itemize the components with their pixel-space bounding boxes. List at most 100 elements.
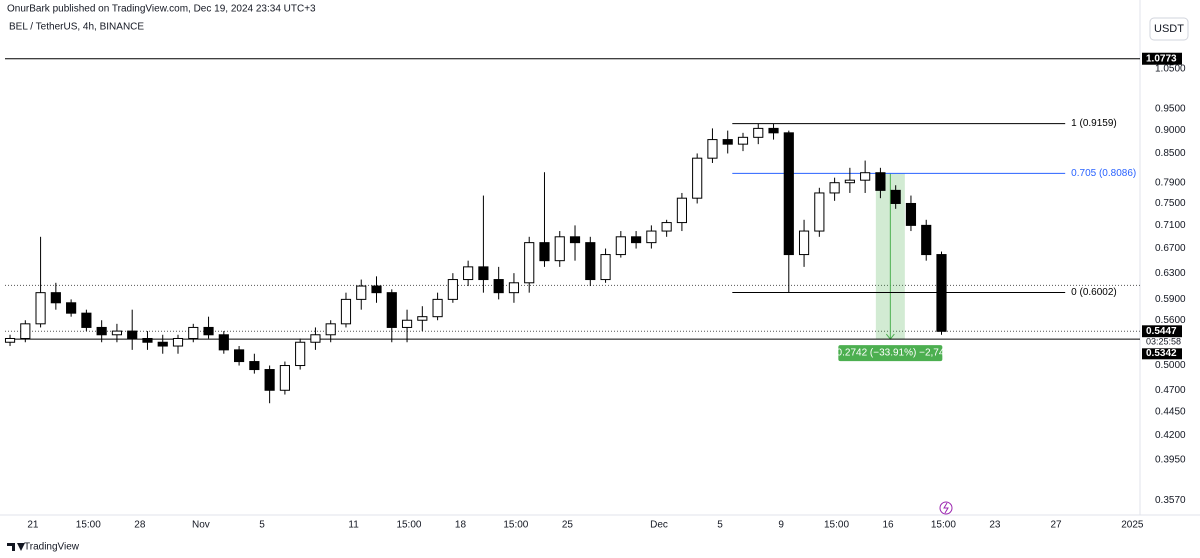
countdown-bg: [1142, 337, 1182, 349]
candle-body: [646, 230, 657, 244]
candle-body: [661, 222, 672, 232]
y-tick-label: 0.3950: [1155, 454, 1186, 465]
candle-body: [829, 182, 840, 194]
candle-body: [478, 266, 489, 281]
candle-body: [585, 242, 596, 281]
candle-body: [936, 254, 947, 332]
candle-body: [4, 337, 16, 343]
y-tick-label: 0.7500: [1155, 198, 1186, 209]
brand: TradingView: [7, 542, 80, 553]
candle-body: [890, 189, 901, 204]
candle-body: [188, 326, 199, 339]
x-tick-label: 15:00: [503, 520, 528, 531]
candle-body: [508, 282, 520, 294]
candle-body: [356, 285, 367, 300]
candle-body: [127, 330, 138, 339]
x-tick-label: 23: [989, 520, 1001, 531]
candle-body: [798, 230, 810, 256]
candle-body: [249, 361, 260, 371]
last-price-tag: 0.5447: [1146, 326, 1177, 337]
candle-body: [417, 316, 428, 321]
candle-body: [631, 236, 642, 244]
x-tick-label: 21: [27, 520, 39, 531]
candle-body: [905, 202, 917, 226]
candle-body: [463, 266, 474, 281]
event-icon-bolt: [943, 502, 949, 514]
price-tag: 1.0773: [1146, 53, 1177, 64]
price-tag: 0.5342: [1146, 348, 1177, 359]
candle-body: [81, 312, 92, 328]
candle-body: [66, 302, 77, 314]
y-tick-label: 1.0500: [1155, 64, 1186, 75]
fib-label: 0.705 (0.8086): [1071, 168, 1136, 179]
candle-body: [325, 323, 336, 336]
y-tick-label: 0.9500: [1155, 104, 1186, 115]
candle-body: [279, 365, 290, 391]
candle-body: [783, 132, 794, 256]
y-tick-label: 0.4450: [1155, 407, 1186, 418]
y-tick-label: 0.4200: [1155, 430, 1186, 441]
x-tick-label: 5: [259, 520, 265, 531]
x-tick-label: 28: [134, 520, 146, 531]
candle-body: [157, 341, 168, 347]
candle-body: [218, 334, 229, 351]
y-tick-label: 0.6300: [1155, 268, 1186, 279]
x-tick-label: 15:00: [396, 520, 421, 531]
candle-body: [295, 341, 306, 367]
candle-body: [493, 279, 504, 294]
candle-body: [234, 349, 245, 363]
x-tick-label: 15:00: [824, 520, 849, 531]
candle-body: [692, 157, 703, 199]
currency-button[interactable]: [1149, 17, 1189, 41]
candle-body: [814, 192, 825, 232]
candle-body: [768, 127, 779, 134]
candle-body: [401, 319, 413, 328]
x-tick-label: Nov: [192, 520, 210, 531]
x-tick-label: 15:00: [76, 520, 101, 531]
price-tag-bg: [1142, 52, 1182, 65]
candle-body: [96, 326, 107, 336]
x-tick-label: 16: [882, 520, 894, 531]
candle-body: [753, 127, 764, 138]
candle-body: [722, 139, 733, 145]
y-tick-label: 0.9000: [1155, 125, 1186, 136]
y-tick-label: 0.7100: [1155, 220, 1186, 231]
candle-body: [844, 179, 855, 184]
fib-label: 1 (0.9159): [1071, 118, 1117, 129]
x-tick-label: 11: [348, 520, 359, 531]
candle-body: [340, 298, 352, 325]
x-tick-label: Dec: [650, 520, 668, 531]
y-tick-label: 0.4700: [1155, 385, 1186, 396]
candle-body: [264, 369, 275, 391]
x-tick-label: 25: [562, 520, 574, 531]
candle-body: [921, 224, 932, 256]
fib-label: 0 (0.6002): [1071, 287, 1117, 298]
candle-body: [447, 279, 458, 300]
brand-name: TradingView: [24, 542, 80, 553]
currency[interactable]: USDT: [1154, 23, 1184, 35]
y-tick-label: 0.5600: [1155, 315, 1186, 326]
candle-body: [142, 337, 153, 343]
publisher: OnurBark published on TradingView.com, D…: [7, 4, 316, 15]
candle-body: [737, 136, 749, 145]
measure-label: −0.2742 (−33.91%) −2,742: [831, 348, 951, 359]
y-tick-label: 0.5000: [1155, 360, 1186, 371]
price-tag-bg: [1142, 347, 1182, 360]
candle-body: [50, 292, 61, 304]
x-tick-label: 27: [1050, 520, 1062, 531]
candle-body: [111, 330, 123, 336]
candle-body: [875, 172, 886, 191]
candle-body: [860, 172, 871, 181]
candle-body: [172, 337, 184, 347]
y-tick-label: 0.5900: [1155, 294, 1186, 305]
candle-body: [386, 292, 397, 328]
x-tick-label: 18: [455, 520, 467, 531]
candle-body: [524, 242, 535, 284]
candle-body: [600, 254, 611, 281]
y-tick-label: 0.8500: [1155, 148, 1186, 159]
x-tick-label: 2025: [1121, 520, 1144, 531]
candle-body: [707, 139, 718, 159]
last-price-tag-bg: [1142, 325, 1182, 338]
